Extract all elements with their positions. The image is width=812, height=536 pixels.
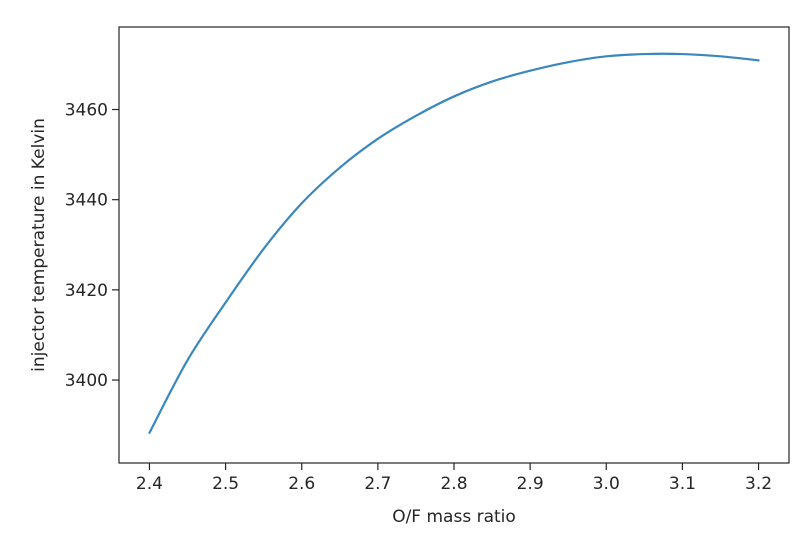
- x-tick-label: 3.1: [669, 474, 696, 494]
- y-tick-label: 3400: [65, 371, 108, 391]
- y-axis-label: injector temperature in Kelvin: [29, 118, 49, 372]
- y-tick-label: 3420: [65, 281, 108, 301]
- x-tick-label: 2.4: [136, 474, 163, 494]
- y-tick-label: 3460: [65, 101, 108, 121]
- plot-series: [148, 52, 760, 434]
- x-tick-label: 2.8: [440, 474, 467, 494]
- axis-ticks: 2.4 2.5 2.6 2.7 2.8 2.9 3.0 3.1 3.2 3400 3420 3440 3…: [65, 101, 772, 494]
- x-tick-label: 3.0: [593, 474, 620, 494]
- x-tick-label: 2.9: [517, 474, 544, 494]
- plot-frame: [118, 26, 790, 464]
- x-tick-label: 2.5: [212, 474, 239, 494]
- x-tick-label: 2.7: [364, 474, 391, 494]
- x-tick-label: 2.6: [288, 474, 315, 494]
- x-tick-label: 3.2: [745, 474, 772, 494]
- series-line: [148, 52, 760, 434]
- x-axis-label: O/F mass ratio: [392, 507, 516, 527]
- y-tick-label: 3440: [65, 191, 108, 211]
